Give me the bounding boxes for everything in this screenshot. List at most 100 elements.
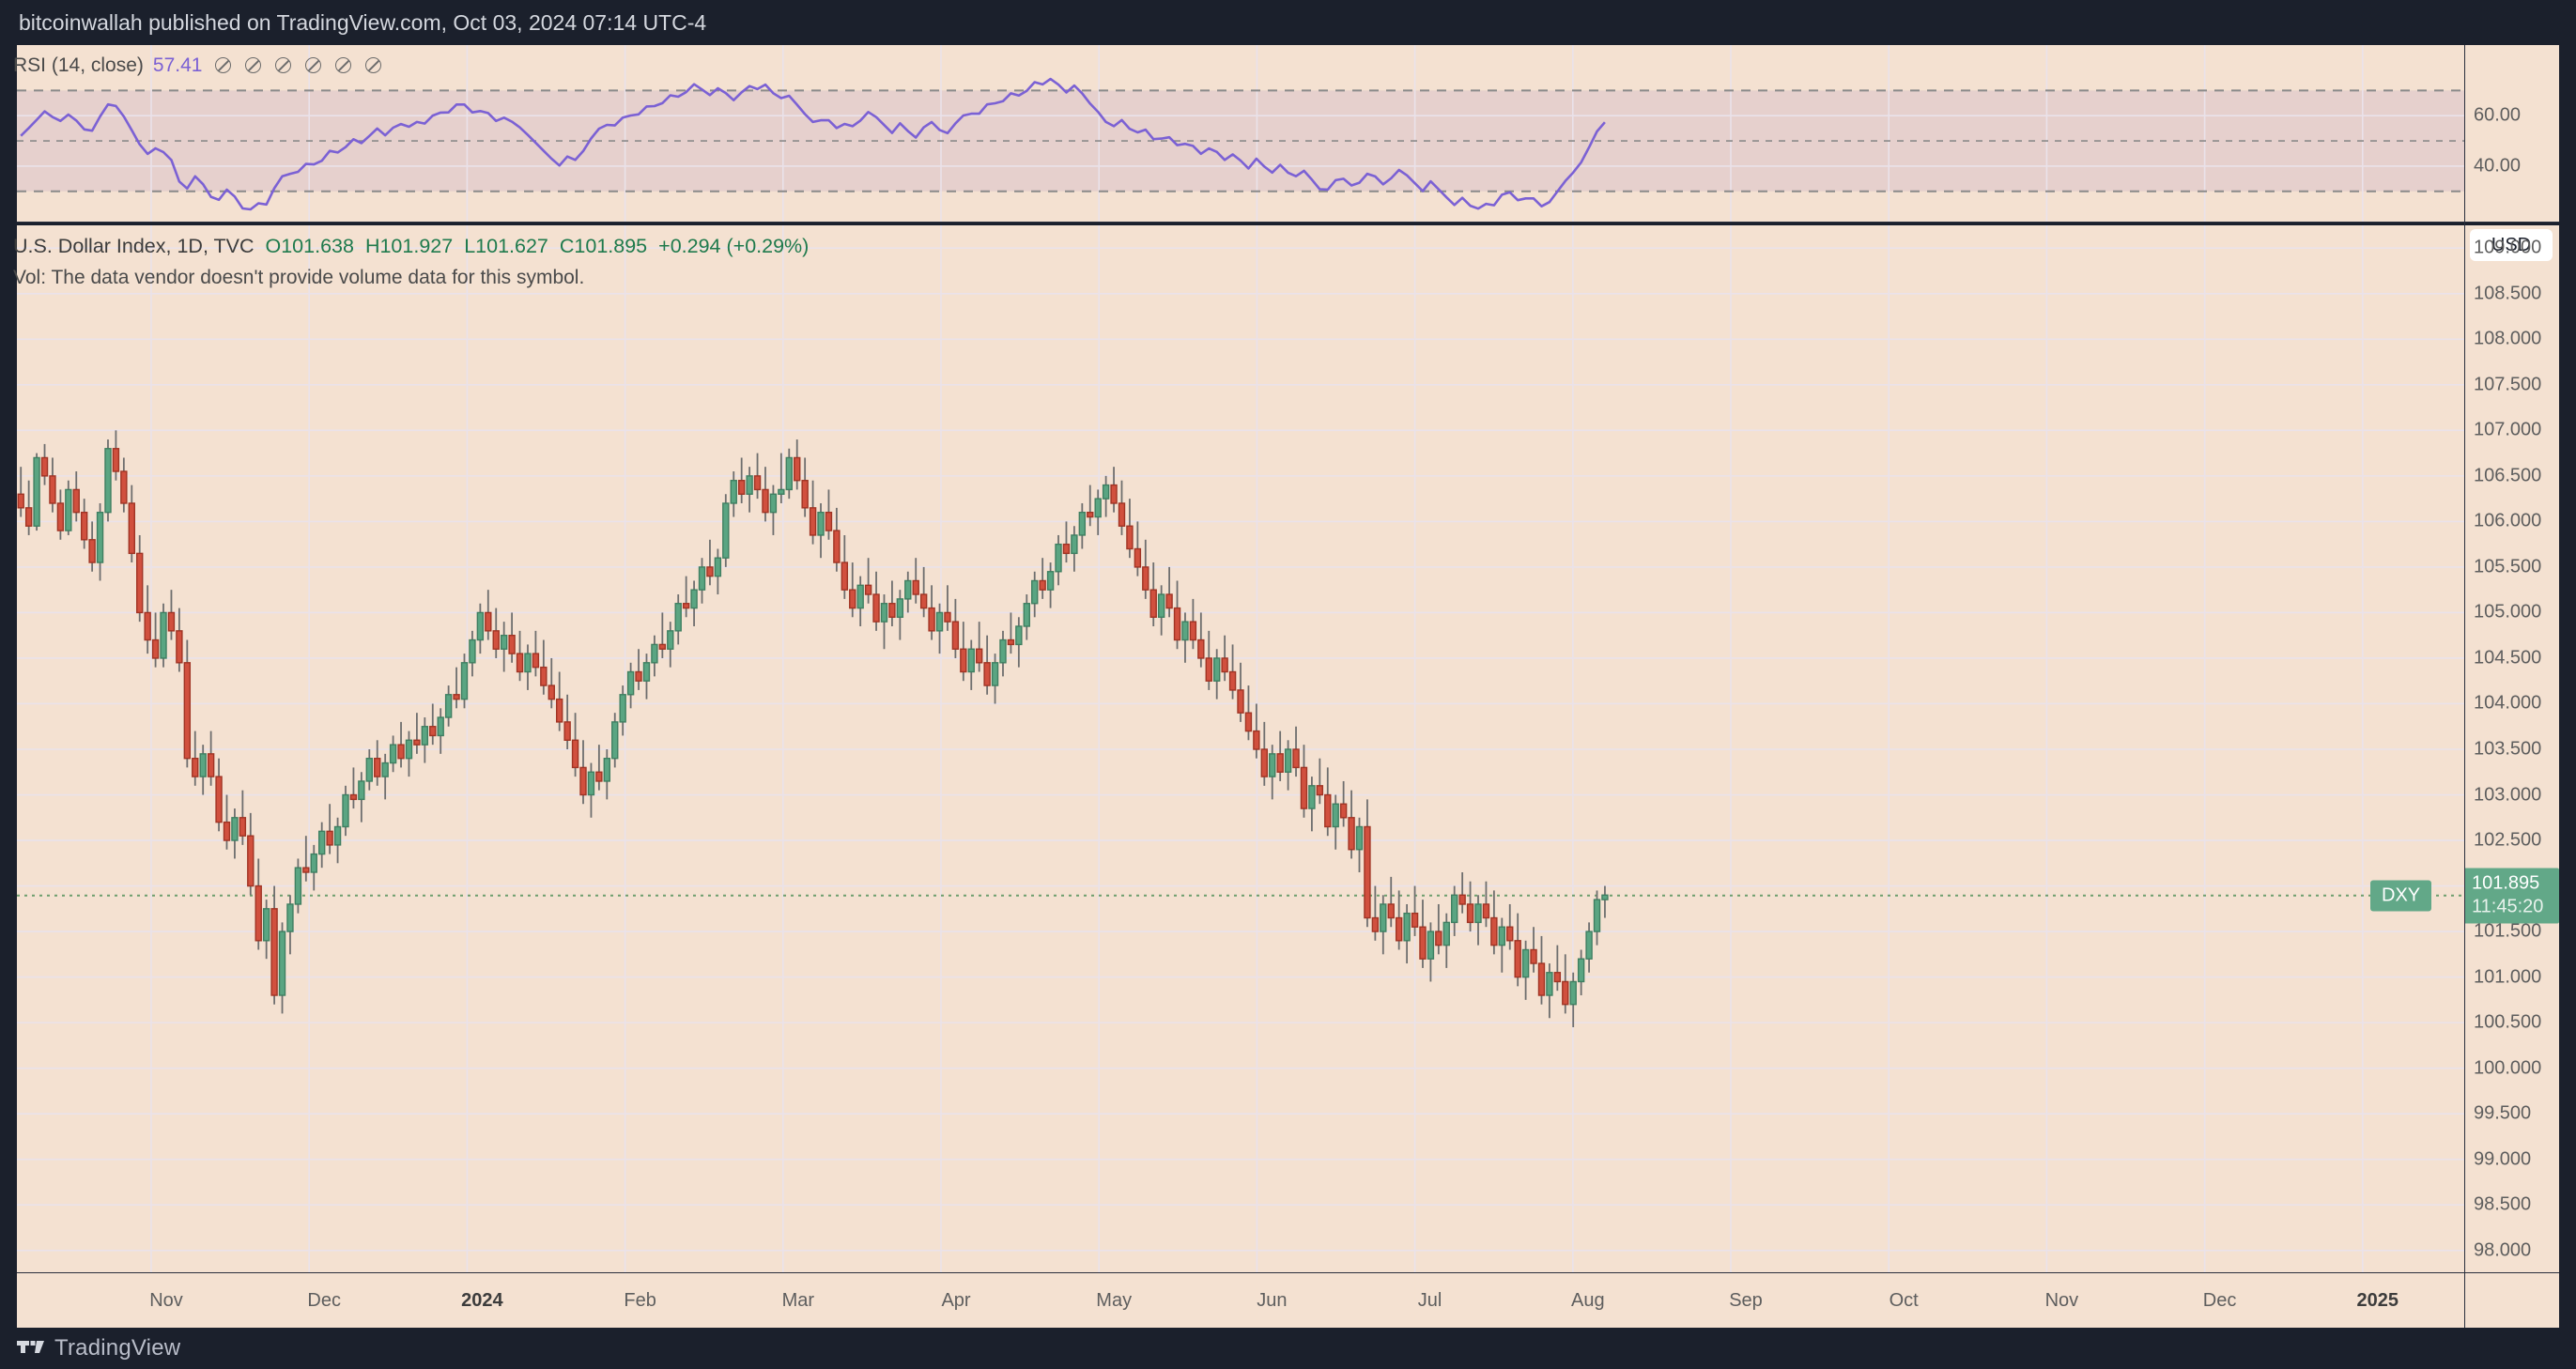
candle-body <box>207 753 215 777</box>
candle-body <box>794 456 801 482</box>
candle-body <box>737 480 746 495</box>
candle-body <box>912 579 919 595</box>
candle-body <box>286 903 294 932</box>
ticker-badge[interactable]: DXY <box>2370 880 2432 912</box>
candle-body <box>374 758 381 777</box>
candle-body <box>1474 903 1482 924</box>
candle-body <box>904 579 912 600</box>
price-axis-tick: 107.000 <box>2474 419 2542 440</box>
candle-body <box>1189 621 1197 641</box>
candle-body <box>72 488 80 514</box>
candle-body <box>960 648 967 673</box>
rsi-price-axis[interactable]: 60.00 40.00 <box>2464 45 2559 222</box>
price-axis-tick: 100.000 <box>2474 1057 2542 1079</box>
candle-body <box>262 908 270 942</box>
candle-body <box>1237 689 1244 714</box>
candle-body <box>833 530 841 563</box>
candle-body <box>540 666 548 686</box>
candle-body <box>1435 931 1442 946</box>
candle-body <box>1411 912 1419 928</box>
axis-divider <box>2464 45 2465 1272</box>
candle-body <box>1364 825 1371 919</box>
publisher-credit: bitcoinwallah published on TradingView.c… <box>19 10 707 35</box>
price-axis-tick: 101.000 <box>2474 966 2542 988</box>
candle-body <box>500 634 508 650</box>
candle-body <box>176 630 183 664</box>
candle-body <box>413 739 421 746</box>
candle-body <box>80 511 88 541</box>
candle-body <box>183 662 192 760</box>
last-price-value: 101.895 <box>2472 872 2540 894</box>
candle-body <box>1316 785 1324 796</box>
time-axis-month-label: Jul <box>1417 1290 1442 1311</box>
candle-body <box>270 908 278 996</box>
candle-body <box>516 653 524 673</box>
candle-body <box>492 630 500 650</box>
candle-body <box>485 611 492 632</box>
tradingview-logo-text: TradingView <box>54 1335 181 1361</box>
candle-body <box>342 793 349 828</box>
candle-body <box>469 638 476 664</box>
price-axis-tick: 106.000 <box>2474 510 2542 531</box>
publisher-bar: bitcoinwallah published on TradingView.c… <box>0 0 2576 45</box>
candle-body <box>17 493 24 509</box>
candle-body <box>1221 657 1228 673</box>
candle-body <box>136 552 144 614</box>
candle-body <box>24 507 33 527</box>
candle-body <box>1451 894 1458 924</box>
candle-body <box>587 771 595 796</box>
candle-body <box>817 511 825 536</box>
candle-body <box>389 744 397 764</box>
candle-body <box>864 584 872 595</box>
pane-divider-time <box>17 1272 2559 1273</box>
price-axis-tick: 108.000 <box>2474 328 2542 349</box>
price-axis-tick: 99.500 <box>2474 1102 2532 1124</box>
time-axis-month-label: Dec <box>307 1290 341 1311</box>
candle-body <box>1521 948 1530 978</box>
candle-body <box>247 835 255 887</box>
candle-body <box>935 611 944 632</box>
candle-body <box>1071 534 1078 555</box>
candle-body <box>1514 940 1521 978</box>
last-price-badge[interactable]: 101.895 11:45:20 <box>2464 868 2559 924</box>
time-axis-month-label: Oct <box>1889 1290 1919 1311</box>
candle-body <box>56 502 65 531</box>
candle-body <box>579 766 587 796</box>
candle-body <box>753 475 762 491</box>
rsi-indicator-pane[interactable] <box>17 45 2464 222</box>
candle-body <box>1205 657 1212 682</box>
candle-body <box>706 566 714 577</box>
candle-body <box>1466 903 1474 924</box>
candle-body <box>255 884 262 942</box>
time-axis[interactable]: Nov Dec 2024 Feb Mar Apr May Jun Jul Aug Sep Oct Nov… <box>17 1273 2559 1328</box>
candle-body <box>1601 894 1609 900</box>
currency-badge[interactable]: USD <box>2470 229 2553 261</box>
candle-body <box>556 698 563 723</box>
candle-body <box>1181 621 1189 641</box>
candle-body <box>49 475 56 504</box>
candle-body <box>611 721 619 760</box>
candle-body <box>96 511 104 563</box>
time-axis-month-label: Apr <box>941 1290 971 1311</box>
price-grid <box>17 225 2464 1273</box>
candle-body <box>841 561 849 591</box>
candle-body <box>104 448 112 514</box>
price-chart-pane[interactable] <box>17 225 2464 1273</box>
price-axis-tick: 100.500 <box>2474 1011 2542 1033</box>
candle-body <box>1530 948 1537 964</box>
candle-body <box>1212 657 1221 682</box>
candle-body <box>1585 931 1593 960</box>
candle-body <box>785 456 793 491</box>
candle-body <box>626 670 635 696</box>
candle-body <box>1269 753 1276 777</box>
candle-body <box>1157 593 1165 618</box>
candle-body <box>1380 903 1387 932</box>
candle-body <box>849 589 856 609</box>
time-axis-year-label: 2025 <box>2356 1290 2399 1311</box>
price-axis[interactable]: USD 109.000 108.500 108.000 107.500 107.000 1… <box>2464 225 2559 1273</box>
candle-body <box>1253 730 1260 750</box>
candle-body <box>682 603 690 609</box>
price-axis-tick: 109.000 <box>2474 237 2542 258</box>
candle-body <box>769 493 778 514</box>
